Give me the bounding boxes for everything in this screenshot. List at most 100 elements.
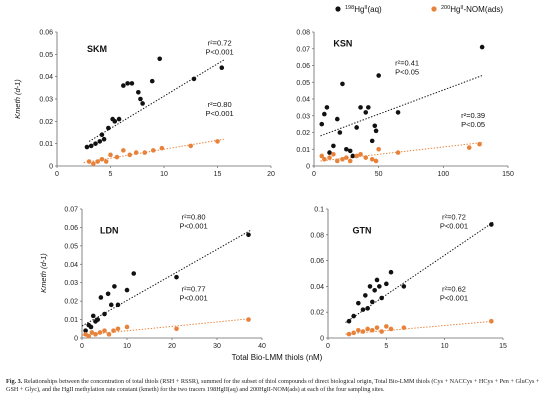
x-tick-label: 10 — [441, 343, 449, 350]
point-nom — [91, 161, 96, 167]
point-aq — [356, 300, 361, 306]
x-tick-label: 5 — [384, 343, 388, 350]
point-nom — [347, 158, 353, 164]
point-aq — [324, 105, 330, 110]
trendline-aq — [81, 229, 251, 327]
point-nom — [344, 155, 349, 160]
point-aq — [479, 44, 485, 50]
y-tick-label: 0.01 — [39, 141, 53, 148]
y-tick-label: 0.04 — [296, 97, 310, 104]
x-axis-label: Total Bio-LMM thiols (nM) — [232, 353, 323, 362]
point-nom — [354, 153, 359, 159]
point-nom — [86, 159, 92, 164]
point-nom — [358, 151, 363, 157]
point-aq — [174, 274, 179, 280]
y-tick-label: 0.01 — [64, 317, 78, 324]
point-aq — [347, 148, 353, 154]
point-aq — [246, 232, 251, 238]
point-aq — [344, 146, 349, 152]
y-tick-label: 0 — [320, 336, 324, 343]
x-tick-label: 15 — [499, 343, 507, 350]
point-nom — [133, 150, 139, 155]
r2-label: r²=0.72 — [208, 38, 232, 47]
point-aq — [351, 313, 356, 319]
point-aq — [112, 119, 118, 124]
y-tick-label: 0 — [306, 164, 310, 171]
point-aq — [149, 78, 155, 84]
y-tick-label: 0.02 — [39, 119, 53, 126]
point-nom — [89, 330, 95, 335]
point-nom — [340, 157, 345, 162]
point-aq — [84, 144, 90, 150]
point-nom — [102, 328, 107, 333]
y-axis-label: Kmeth (d-1) — [39, 253, 48, 293]
point-aq — [358, 105, 363, 110]
point-aq — [88, 143, 94, 149]
point-nom — [215, 139, 220, 144]
point-nom — [370, 327, 375, 333]
y-tick-label: 0.07 — [64, 207, 78, 214]
point-aq — [372, 123, 378, 129]
point-aq — [121, 83, 126, 88]
point-nom — [395, 150, 401, 155]
point-aq — [360, 307, 366, 312]
x-tick-label: 50 — [375, 171, 383, 178]
x-tick-label: 100 — [437, 171, 449, 178]
x-tick-label: 0 — [312, 171, 316, 178]
point-aq — [112, 284, 117, 289]
y-tick-label: 0.03 — [64, 280, 78, 287]
r2-label: r²=0.80 — [208, 100, 232, 109]
legend-marker-aq — [335, 6, 341, 12]
panel-ldn: 0 0.01 0.02 0.03 0.04 0.05 0.06 0.07 0 10 20 30 40 LD… — [64, 207, 266, 351]
y-tick-label: 0.03 — [39, 97, 53, 104]
p-label: P<0.001 — [206, 47, 234, 56]
point-nom — [379, 329, 384, 334]
point-nom — [127, 152, 133, 158]
point-nom — [174, 326, 179, 332]
trendline-aq — [320, 75, 483, 137]
point-aq — [106, 125, 111, 131]
x-tick-label: 10 — [160, 171, 168, 178]
point-nom — [388, 326, 394, 332]
point-aq — [191, 76, 197, 82]
point-aq — [331, 143, 336, 149]
legend-label-aq: 198HgII(aq) — [345, 5, 382, 14]
point-nom — [477, 141, 482, 147]
point-nom — [99, 157, 105, 162]
point-aq — [97, 139, 103, 144]
point-aq — [365, 306, 370, 311]
y-tick-label: 0.06 — [296, 63, 310, 70]
point-aq — [322, 111, 327, 117]
point-aq — [388, 269, 394, 275]
point-aq — [136, 90, 141, 95]
point-aq — [363, 110, 369, 115]
r2-label: r²=0.41 — [395, 59, 419, 68]
point-nom — [188, 143, 194, 149]
point-aq — [319, 121, 325, 127]
point-nom — [103, 159, 109, 164]
y-tick-label: 0.02 — [64, 299, 78, 306]
point-aq — [340, 81, 345, 87]
point-aq — [377, 284, 382, 289]
point-aq — [370, 299, 375, 305]
point-nom — [322, 157, 327, 162]
y-tick-label: 0.01 — [296, 147, 310, 154]
point-aq — [401, 284, 407, 289]
x-tick-label: 0 — [55, 171, 59, 178]
point-nom — [86, 333, 92, 339]
y-tick-label: 0.07 — [296, 46, 310, 53]
point-aq — [108, 302, 114, 308]
point-nom — [114, 154, 120, 160]
y-tick-label: 0 — [74, 336, 78, 343]
panel-label: SKM — [87, 44, 107, 54]
y-tick-label: 0.08 — [310, 232, 324, 239]
point-nom — [142, 150, 148, 155]
point-aq — [489, 222, 494, 227]
point-aq — [125, 81, 130, 86]
point-nom — [360, 329, 366, 334]
legend-marker-nom — [431, 6, 437, 12]
point-aq — [99, 132, 105, 138]
y-tick-label: 0.05 — [64, 243, 78, 250]
point-aq — [116, 116, 122, 122]
